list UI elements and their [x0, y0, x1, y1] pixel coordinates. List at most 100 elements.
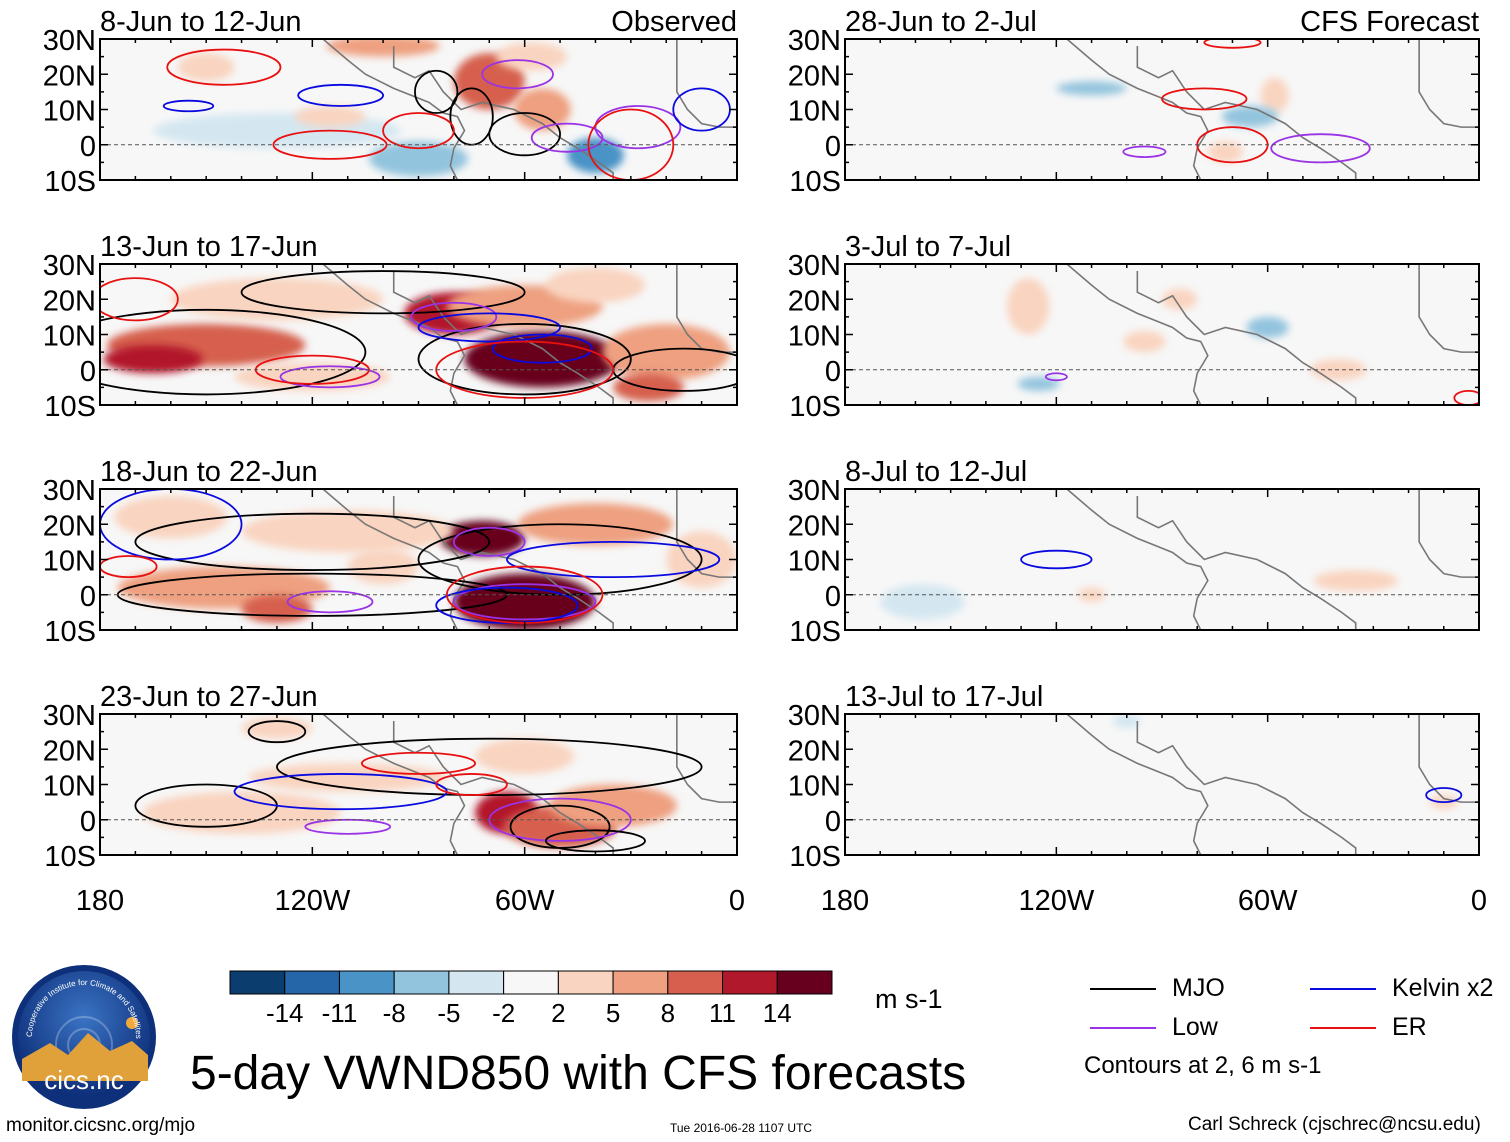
coastlines: [162, 39, 737, 180]
lon-tick-label: 180: [76, 885, 124, 917]
anomaly-shading: [1162, 288, 1198, 310]
anomaly-shading: [114, 496, 228, 539]
legend-low-line: [1090, 1027, 1156, 1029]
lat-tick-label: 20N: [43, 510, 96, 542]
anomaly-shading: [1112, 714, 1141, 729]
shading-layer: [142, 717, 677, 848]
lat-tick-label: 10S: [44, 391, 96, 423]
site-url[interactable]: monitor.cicsnc.org/mjo: [6, 1115, 196, 1136]
anomaly-shading: [514, 88, 571, 131]
anomaly-shading: [880, 584, 965, 620]
contour-low: [1122, 145, 1167, 158]
lat-tick-label: 10S: [44, 616, 96, 648]
panel-date-label: 28-Jun to 2-Jul: [845, 6, 1037, 38]
contour-kelvin-x2: [506, 540, 721, 579]
lat-tick-label: 10N: [788, 546, 841, 578]
panel-background: [845, 714, 1479, 855]
legend-kelvin-label: Kelvin x2: [1392, 974, 1494, 1002]
logo-text: cics.nc: [44, 1065, 123, 1095]
anomaly-shading: [142, 791, 341, 834]
shading-layer: [880, 570, 1398, 620]
anomaly-shading: [177, 53, 235, 82]
lat-tick-label: 10N: [43, 771, 96, 803]
contour-mjo: [417, 323, 632, 396]
coastline: [1136, 496, 1357, 630]
lat-tick-label: 0: [825, 806, 841, 838]
lat-tick-label: 0: [80, 131, 96, 163]
anomaly-shading: [294, 105, 366, 128]
contour-mjo: [240, 270, 526, 315]
coastline: [392, 721, 614, 855]
contour-mjo: [414, 69, 459, 114]
colorbar-tick-label: 14: [763, 998, 792, 1028]
timestamp: Tue 2016-06-28 1107 UTC: [670, 1121, 813, 1135]
coastlines: [1066, 714, 1479, 855]
contour-er: [272, 129, 388, 160]
coastline: [676, 489, 737, 578]
contour-mjo: [488, 112, 561, 157]
colorbar: -14 -11 -8 -5 -2 2 5 8 11 14: [229, 970, 833, 1028]
anomaly-shading: [602, 323, 730, 381]
lon-tick-label: 60W: [1238, 885, 1298, 917]
contour-low: [286, 590, 374, 614]
lat-tick-label: 0: [825, 581, 841, 613]
colorbar-tick-label: 11: [709, 998, 736, 1028]
lat-tick-label: 0: [80, 581, 96, 613]
colorbar-swatch: [776, 970, 833, 995]
panel-date-label: 13-Jun to 17-Jun: [100, 231, 318, 263]
lat-tick-label: 10N: [788, 321, 841, 353]
lat-tick-label: 20N: [788, 285, 841, 317]
coastline: [322, 264, 466, 405]
anomaly-shading: [567, 137, 624, 173]
lat-tick-label: 30N: [788, 250, 841, 282]
lat-tick-label: 30N: [788, 700, 841, 732]
legend-er-line: [1310, 1027, 1376, 1029]
contour-low: [410, 301, 498, 332]
lat-tick-label: 20N: [43, 60, 96, 92]
lat-tick-label: 30N: [43, 475, 96, 507]
contour-mjo: [100, 308, 367, 396]
lat-tick-label: 0: [825, 131, 841, 163]
contour-mjo: [134, 512, 491, 571]
contour-kelvin-x2: [162, 99, 215, 113]
contour-er: [166, 48, 282, 86]
lat-tick-label: 20N: [788, 60, 841, 92]
anomaly-shading: [496, 42, 568, 71]
lat-tick-label: 10N: [788, 96, 841, 128]
anomaly-shading: [453, 53, 525, 110]
lat-tick-label: 0: [825, 356, 841, 388]
contour-er: [100, 277, 179, 322]
colorbar-swatch: [503, 970, 559, 995]
shading-layer: [1112, 714, 1458, 810]
contour-er: [587, 108, 675, 180]
colorbar-swatch: [612, 970, 669, 995]
contour-kelvin-x2: [417, 312, 561, 343]
lat-tick-label: 30N: [43, 700, 96, 732]
cicsnc-logo: Cooperative Institute for Climate and Sa…: [12, 965, 156, 1109]
lat-tick-label: 30N: [43, 250, 96, 282]
legend-low-label: Low: [1172, 1013, 1218, 1041]
contour-kelvin-x2: [297, 83, 385, 107]
anomaly-shading: [1017, 376, 1060, 391]
colorbar-tick-label: 2: [551, 998, 565, 1028]
anomaly-shading: [241, 510, 454, 553]
contour-low: [279, 365, 381, 389]
colorbar-tick-label: -5: [437, 998, 460, 1028]
coastline: [1136, 46, 1357, 180]
contour-low: [1270, 133, 1371, 164]
contour-er: [100, 555, 158, 579]
panel-background: [845, 39, 1479, 180]
contour-kelvin-x2: [1020, 549, 1093, 570]
legend-mjo-label: MJO: [1172, 974, 1225, 1002]
anomaly-shading: [1246, 316, 1289, 339]
shading-layer: [1056, 77, 1289, 163]
anomaly-shading: [1123, 330, 1166, 353]
anomaly-shading: [517, 503, 674, 546]
colorbar-tick-label: -14: [266, 998, 304, 1028]
anomaly-shading: [248, 763, 447, 792]
contour-kelvin-x2: [1425, 787, 1463, 804]
contour-mjo: [276, 737, 703, 796]
coastline: [1066, 264, 1209, 405]
lat-tick-label: 10S: [789, 616, 841, 648]
